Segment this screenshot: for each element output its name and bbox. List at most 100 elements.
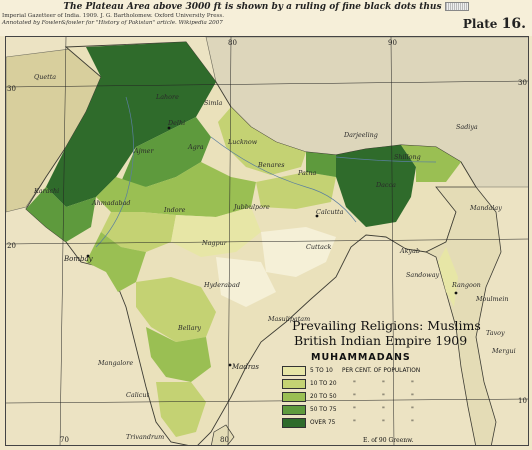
legend-desc-5-10: PER CENT. OF POPULATION bbox=[342, 367, 421, 374]
credit-line-1: Imperial Gazetteer of India. 1909. J. G.… bbox=[2, 13, 225, 19]
legend-ditto-20-50-a: " bbox=[353, 393, 356, 400]
place-dacca: Dacca bbox=[375, 181, 396, 189]
place-ahmadabad: Ahmadabad bbox=[91, 199, 131, 207]
plateau-note-text: The Plateau Area above 3000 ft is shown … bbox=[63, 2, 442, 12]
city-dot bbox=[167, 126, 171, 130]
legend-range-over-75: OVER 75 bbox=[310, 419, 336, 426]
legend-row-over-75: OVER 75 " " " bbox=[282, 417, 427, 428]
place-ajmer: Ajmer bbox=[133, 147, 154, 155]
region-over75-bengal bbox=[336, 145, 416, 227]
place-masulipatam: Masulipatam bbox=[267, 315, 310, 323]
place-agra: Agra bbox=[187, 143, 204, 151]
place-sandoway: Sandoway bbox=[406, 271, 440, 279]
place-bombay: Bombay bbox=[63, 255, 94, 263]
legend-ditto-10-20-c: " bbox=[411, 380, 414, 387]
city-dot bbox=[86, 254, 90, 258]
ganges-river bbox=[210, 136, 357, 223]
brahmaputra-river bbox=[335, 156, 437, 163]
legend-ditto-over-75-a: " bbox=[353, 419, 356, 426]
city-dot bbox=[315, 214, 319, 218]
legend-swatch-over-75 bbox=[282, 417, 306, 428]
coord-bottom-70: 70 bbox=[60, 436, 69, 444]
map-frame: 80 90 70 80 30 20 30 10 Quetta Lahore Si… bbox=[5, 36, 529, 446]
legend-ditto-50-75-b: " bbox=[382, 406, 385, 413]
place-mangalore: Mangalore bbox=[97, 359, 133, 367]
place-jubbulpore: Jubbulpore bbox=[232, 203, 270, 211]
place-labels: Quetta Lahore Simla Delhi Ajmer Agra Luc… bbox=[33, 73, 516, 441]
legend-swatch-10-20 bbox=[282, 378, 306, 389]
place-cuttack: Cuttack bbox=[306, 243, 332, 251]
credit-line-2: Annotated by Fowler&fowler for "History … bbox=[2, 20, 223, 26]
region-10-20-north bbox=[218, 107, 306, 175]
region-over75-northwest bbox=[46, 42, 216, 207]
legend-row-5-10: 5 TO 10 PER CENT. OF POPULATION bbox=[282, 365, 420, 376]
place-quetta: Quetta bbox=[34, 73, 56, 81]
plateau-note: The Plateau Area above 3000 ft is shown … bbox=[0, 2, 532, 12]
legend-range-10-20: 10 TO 20 bbox=[310, 380, 337, 387]
parallel-30 bbox=[6, 80, 528, 88]
region-20-50-assam bbox=[401, 145, 461, 182]
legend-heading: MUHAMMADANS bbox=[311, 352, 411, 363]
place-delhi: Delhi bbox=[167, 119, 185, 127]
place-hyderabad: Hyderabad bbox=[203, 281, 240, 289]
region-10-20-deccan bbox=[136, 277, 216, 342]
place-akyab: Akyab bbox=[399, 247, 420, 255]
city-dots bbox=[86, 126, 458, 367]
place-shillong: Shillong bbox=[394, 153, 421, 161]
place-mergui: Mergui bbox=[491, 347, 516, 355]
annotation-title-line2: British Indian Empire 1909 bbox=[294, 333, 468, 348]
place-mandalay: Mandalay bbox=[469, 204, 502, 212]
coord-left-30: 30 bbox=[7, 85, 16, 93]
legend-swatch-50-75 bbox=[282, 404, 306, 415]
legend-range-5-10: 5 TO 10 bbox=[310, 367, 333, 374]
region-50-75-nbengal bbox=[306, 152, 336, 177]
legend-ditto-50-75-a: " bbox=[353, 406, 356, 413]
legend-row-10-20: 10 TO 20 " " " bbox=[282, 378, 427, 389]
plate-label: Plate 16. bbox=[463, 16, 526, 32]
place-indore: Indore bbox=[163, 206, 186, 214]
coord-bottom-80: 80 bbox=[220, 436, 229, 444]
legend-ditto-over-75-c: " bbox=[411, 419, 414, 426]
coord-top-90: 90 bbox=[388, 39, 397, 47]
legend-ditto-10-20-b: " bbox=[382, 380, 385, 387]
region-under5-orissa bbox=[261, 227, 336, 277]
place-sadiya: Sadiya bbox=[456, 123, 478, 131]
place-trivandrum: Trivandrum bbox=[126, 433, 164, 441]
legend-range-20-50: 20 TO 50 bbox=[310, 393, 337, 400]
place-calicut: Calicut bbox=[126, 391, 149, 399]
region-20-50-mysore bbox=[146, 327, 211, 382]
place-moulmein: Moulmein bbox=[475, 295, 509, 303]
city-dot bbox=[454, 291, 458, 295]
place-patna: Patna bbox=[297, 169, 317, 177]
map-svg: 80 90 70 80 30 20 30 10 Quetta Lahore Si… bbox=[6, 37, 528, 445]
coord-right-30: 30 bbox=[518, 79, 527, 87]
region-10-20-south bbox=[156, 382, 206, 437]
legend-ditto-over-75-b: " bbox=[382, 419, 385, 426]
meridian-90 bbox=[390, 37, 395, 445]
coord-left-20: 20 bbox=[7, 242, 16, 250]
legend-row-50-75: 50 TO 75 " " " bbox=[282, 404, 427, 415]
legend-ditto-20-50-c: " bbox=[411, 393, 414, 400]
region-50-75-sind bbox=[26, 187, 96, 242]
region-20-50-gujarat bbox=[86, 232, 146, 292]
annotation-title: Prevailing Religions: Muslims British In… bbox=[292, 318, 481, 348]
place-bellary: Bellary bbox=[177, 324, 201, 332]
plate-number: 16. bbox=[501, 16, 526, 32]
annotation-title-line1: Prevailing Religions: Muslims bbox=[292, 318, 481, 333]
region-10-20-central bbox=[101, 212, 176, 252]
legend-swatch-5-10 bbox=[282, 365, 306, 376]
place-calcutta: Calcutta bbox=[316, 208, 344, 216]
region-5-10-central bbox=[171, 207, 261, 257]
parallel-10 bbox=[6, 398, 528, 404]
place-darjeeling: Darjeeling bbox=[343, 131, 378, 139]
place-rangoon: Rangoon bbox=[451, 281, 481, 289]
indus-river bbox=[95, 96, 134, 248]
meridian-70 bbox=[59, 37, 67, 445]
legend-row-20-50: 20 TO 50 " " " bbox=[282, 391, 427, 402]
place-simla: Simla bbox=[204, 99, 223, 107]
place-madras: Madras bbox=[231, 363, 259, 371]
region-5-10-arakan bbox=[438, 247, 458, 307]
plate-word: Plate bbox=[462, 17, 498, 31]
legend-ditto-10-20-a: " bbox=[353, 380, 356, 387]
